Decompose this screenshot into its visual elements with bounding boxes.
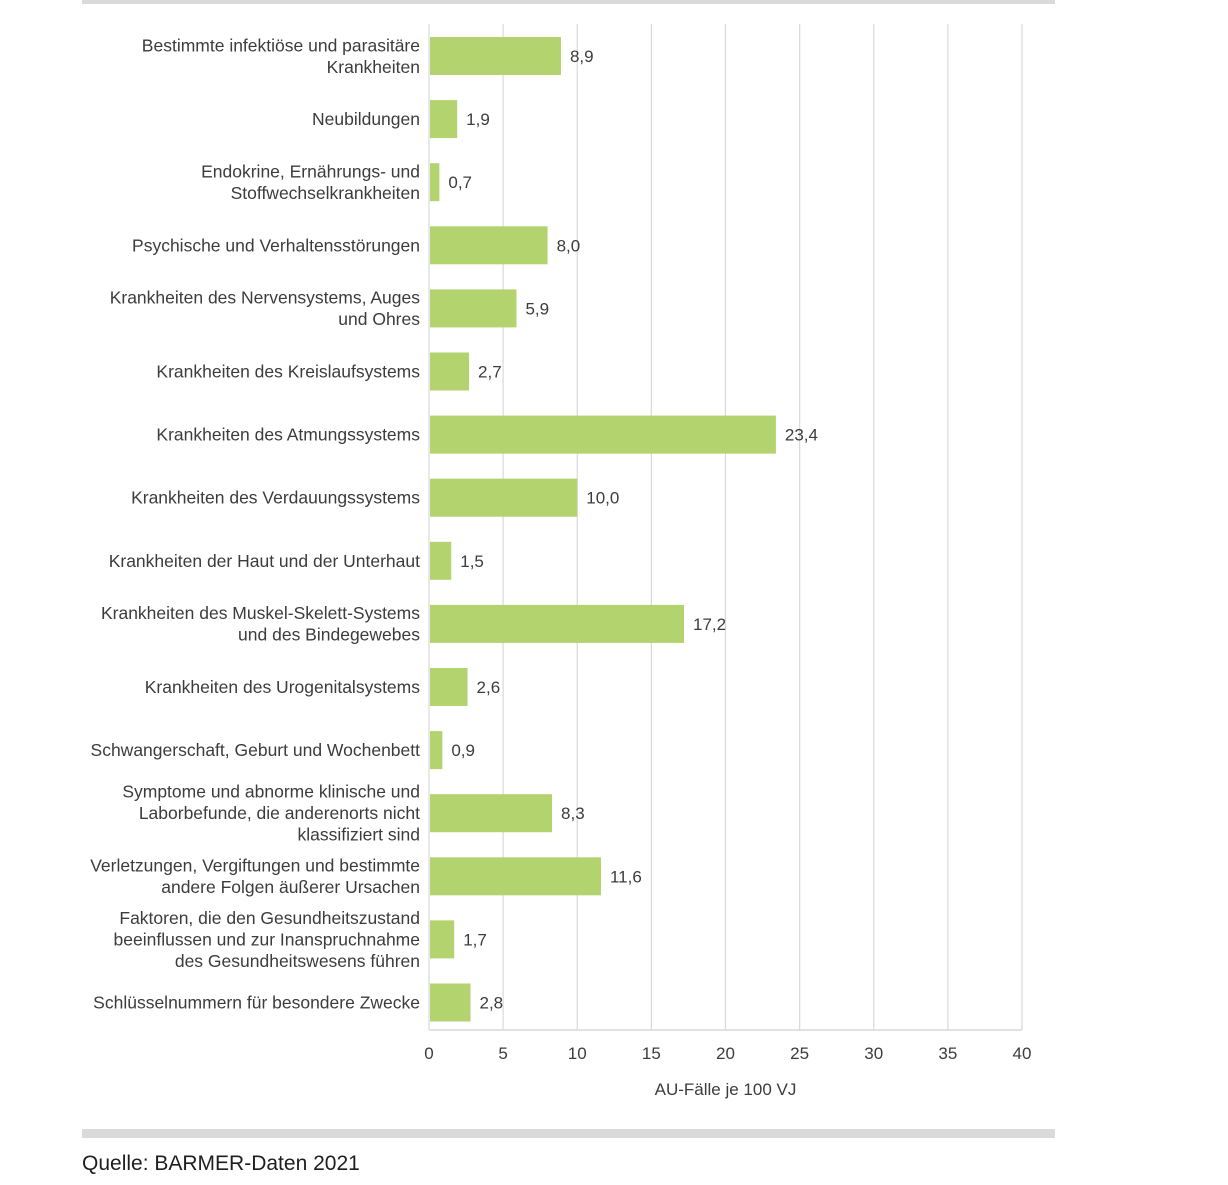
data-label: 1,7 (463, 930, 487, 949)
bottom-divider (82, 1129, 1055, 1138)
category-label: Schwangerschaft, Geburt und Wochenbett (91, 740, 421, 760)
category-label: Symptome und abnorme klinische und (122, 782, 420, 802)
category-label: Faktoren, die den Gesundheitszustand (119, 908, 420, 928)
x-tick-label: 30 (864, 1044, 883, 1063)
x-tick-label: 15 (642, 1044, 661, 1063)
category-label: klassifiziert sind (297, 825, 420, 845)
category-label: und Ohres (338, 309, 420, 329)
bar (430, 604, 684, 643)
bar (430, 163, 440, 202)
bar (430, 983, 471, 1022)
category-label: Endokrine, Ernährungs- und (201, 161, 420, 181)
bar (430, 289, 517, 328)
x-axis-ticks: 0 5 10 15 20 25 30 35 40 (424, 1044, 1031, 1063)
category-label: Bestimmte infektiöse und parasitäre (142, 35, 420, 55)
category-label: Verletzungen, Vergiftungen und bestimmte (90, 856, 420, 876)
data-label: 8,3 (561, 804, 585, 823)
data-label: 0,9 (451, 741, 475, 760)
category-label: Laborbefunde, die anderenorts nicht (139, 803, 420, 823)
data-label: 23,4 (785, 426, 818, 445)
bar (430, 415, 776, 454)
category-label: Schlüsselnummern für besondere Zwecke (93, 993, 420, 1013)
category-label: Krankheiten des Atmungssystems (156, 425, 420, 445)
category-labels: Bestimmte infektiöse und parasitäreKrank… (90, 35, 420, 1012)
bar (430, 226, 548, 265)
category-label: Krankheiten (327, 57, 420, 77)
category-label: andere Folgen äußerer Ursachen (161, 877, 420, 897)
data-label: 1,5 (460, 552, 484, 571)
data-label: 11,6 (610, 867, 642, 886)
category-label: Krankheiten des Verdauungssystems (131, 488, 420, 508)
category-label: Krankheiten des Nervensystems, Auges (110, 288, 421, 308)
x-axis-title: AU-Fälle je 100 VJ (655, 1080, 797, 1099)
bar (430, 857, 601, 896)
data-label: 8,0 (557, 236, 581, 255)
category-label: Neubildungen (312, 109, 420, 129)
x-tick-label: 20 (716, 1044, 735, 1063)
data-label: 2,6 (477, 678, 501, 697)
category-label: und des Bindegewebes (238, 625, 420, 645)
data-label: 2,7 (478, 363, 502, 382)
data-label: 10,0 (586, 489, 619, 508)
top-divider (82, 0, 1055, 4)
bar (430, 794, 553, 833)
category-label: Stoffwechselkrankheiten (231, 183, 420, 203)
x-tick-label: 0 (424, 1044, 433, 1063)
x-tick-label: 40 (1013, 1044, 1032, 1063)
bars (430, 37, 776, 1022)
x-tick-label: 10 (568, 1044, 587, 1063)
bar (430, 541, 452, 580)
value-labels: 8,9 1,9 0,7 8,0 5,9 2,7 23,4 10,0 1,5 17,2 2,6 0,9 8… (448, 47, 818, 1013)
data-label: 8,9 (570, 47, 594, 66)
bar (430, 920, 455, 959)
bar (430, 478, 578, 517)
bar (430, 668, 468, 706)
x-tick-label: 35 (938, 1044, 957, 1063)
category-label: Krankheiten des Kreislaufsystems (156, 362, 420, 382)
x-tick-label: 25 (790, 1044, 809, 1063)
data-label: 5,9 (525, 299, 549, 318)
bar (430, 352, 470, 391)
category-label: Psychische und Verhaltensstörungen (132, 235, 420, 255)
x-tick-label: 5 (498, 1044, 507, 1063)
data-label: 1,9 (466, 110, 490, 129)
data-label: 17,2 (693, 615, 726, 634)
bar (430, 731, 443, 770)
category-label: Krankheiten der Haut und der Unterhaut (109, 551, 420, 571)
data-label: 2,8 (480, 994, 504, 1013)
category-label: beeinflussen und zur Inanspruchnahme (114, 929, 420, 949)
category-label: Krankheiten des Urogenitalsystems (145, 677, 421, 697)
bar (430, 37, 561, 75)
category-label: des Gesundheitswesens führen (175, 951, 420, 971)
data-label: 0,7 (448, 173, 472, 192)
source-note: Quelle: BARMER-Daten 2021 (82, 1152, 360, 1175)
category-label: Krankheiten des Muskel-Skelett-Systems (101, 603, 420, 623)
bar (430, 100, 458, 139)
